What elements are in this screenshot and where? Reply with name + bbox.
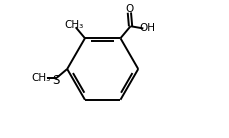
Text: CH₃: CH₃ [64, 20, 83, 30]
Text: CH₃: CH₃ [31, 73, 50, 83]
Text: OH: OH [138, 23, 154, 33]
Text: S: S [52, 74, 59, 87]
Text: O: O [125, 4, 133, 14]
